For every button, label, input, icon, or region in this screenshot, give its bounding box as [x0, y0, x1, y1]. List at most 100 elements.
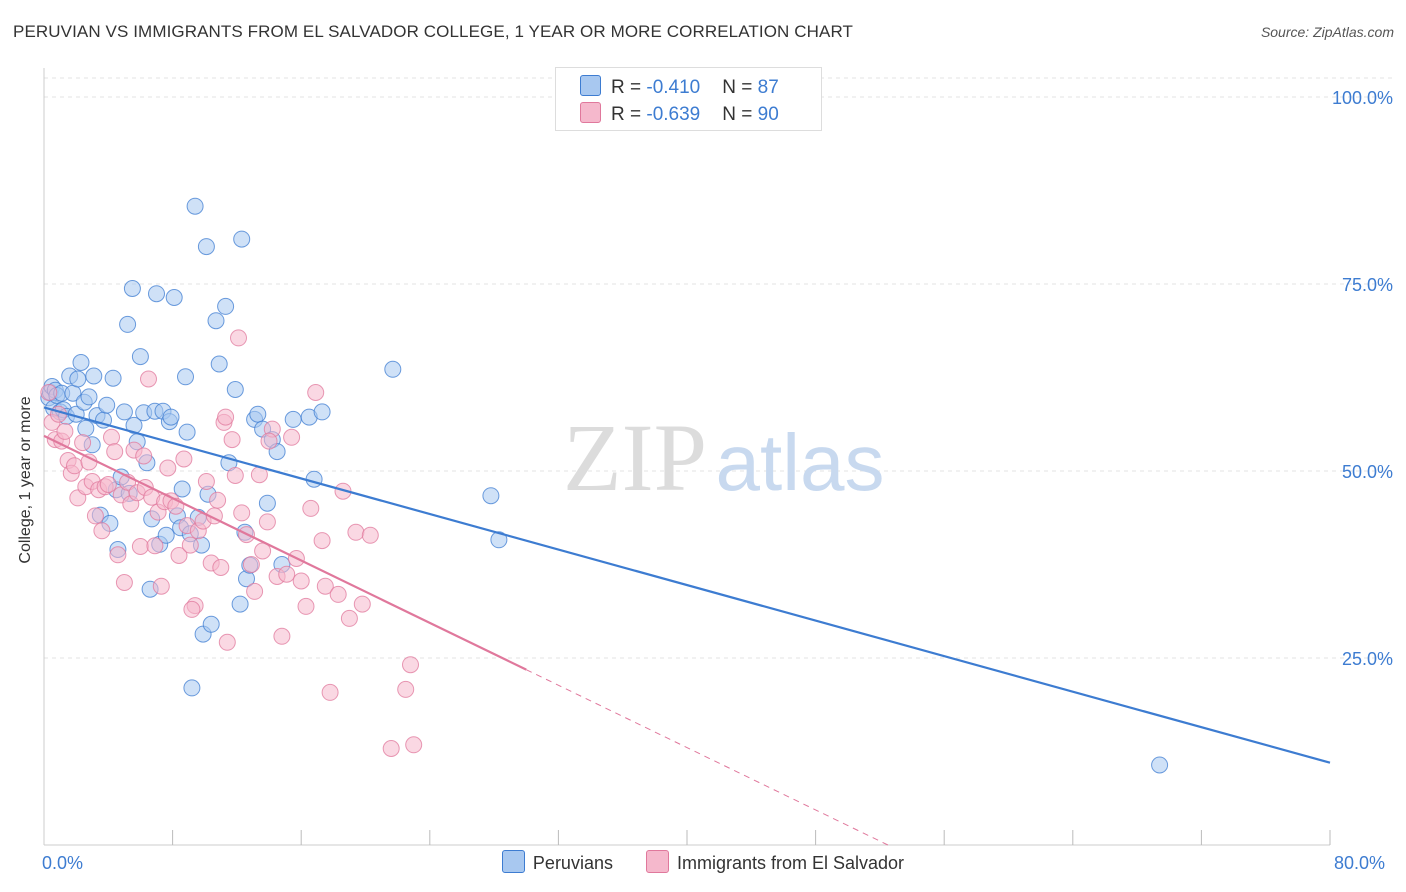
point-el-salvador [175, 450, 193, 468]
point-peruvians [1151, 756, 1169, 774]
y-axis-label-container: College, 1 year or more [6, 180, 46, 780]
point-el-salvador [152, 577, 170, 595]
point-peruvians [210, 355, 228, 373]
point-peruvians [217, 297, 235, 315]
point-peruvians [207, 312, 225, 330]
point-el-salvador [106, 443, 124, 461]
point-el-salvador [181, 536, 199, 554]
point-el-salvador [316, 577, 334, 595]
point-el-salvador [103, 428, 120, 446]
point-el-salvador [131, 538, 149, 555]
stats-row-el-salvador: R = -0.639 N = 90 [580, 102, 779, 126]
point-peruvians [115, 403, 133, 421]
point-peruvians [202, 615, 220, 633]
point-peruvians [165, 289, 183, 306]
chart-title: PERUVIAN VS IMMIGRANTS FROM EL SALVADOR … [13, 22, 853, 41]
point-el-salvador [273, 627, 291, 645]
point-peruvians [258, 494, 276, 512]
point-el-salvador [297, 597, 315, 615]
watermark-zip: ZIP [563, 404, 707, 511]
point-el-salvador [170, 547, 188, 564]
point-peruvians [85, 367, 103, 385]
point-el-salvador [218, 633, 236, 651]
legend-label-el-salvador: Immigrants from El Salvador [676, 853, 905, 873]
point-peruvians [178, 423, 196, 441]
point-peruvians [313, 403, 331, 421]
point-peruvians [384, 360, 402, 378]
legend-swatch-peruvians [501, 850, 525, 873]
point-el-salvador [135, 447, 153, 465]
point-el-salvador [209, 491, 227, 509]
point-peruvians [231, 595, 249, 613]
point-el-salvador [307, 384, 325, 401]
point-el-salvador [329, 585, 347, 603]
x-tick-label-min: 0.0% [42, 853, 84, 873]
data-points [40, 197, 1169, 774]
point-el-salvador [217, 408, 235, 426]
point-peruvians [490, 531, 508, 549]
legend: Peruvians Immigrants from El Salvador [0, 850, 1406, 874]
point-el-salvador [246, 582, 264, 600]
point-peruvians [157, 526, 175, 544]
trend-line-peruvians [43, 406, 1331, 764]
y-tick-label: 25.0% [1342, 649, 1393, 669]
n-label: N = [722, 77, 758, 98]
x-tick-label-max: 80.0% [1334, 853, 1386, 873]
n-value: 87 [757, 77, 779, 98]
point-peruvians [186, 197, 204, 215]
y-tick-labels: 25.0% 50.0% 75.0% 100.0% [1332, 88, 1393, 669]
point-el-salvador [340, 609, 358, 627]
point-el-salvador [40, 384, 58, 401]
point-el-salvador [302, 499, 320, 517]
y-tick-label: 50.0% [1342, 462, 1393, 482]
trend-lines [43, 406, 1331, 846]
stats-row-peruvians: R = -0.410 N = 87 [580, 75, 779, 99]
point-el-salvador [197, 473, 215, 490]
legend-item-el-salvador[interactable]: Immigrants from El Salvador [645, 850, 905, 874]
point-el-salvador [50, 405, 67, 423]
point-peruvians [72, 354, 90, 371]
y-tick-label: 100.0% [1332, 88, 1393, 108]
point-el-salvador [74, 434, 92, 452]
legend-item-peruvians[interactable]: Peruvians [501, 850, 613, 874]
axes [43, 68, 1331, 846]
legend-swatch-el-salvador [645, 850, 669, 873]
point-el-salvador [146, 537, 164, 555]
point-peruvians [482, 487, 500, 505]
n-value: 90 [757, 104, 779, 125]
point-el-salvador [223, 431, 241, 449]
point-peruvians [284, 410, 302, 428]
r-label: R = [611, 104, 647, 125]
point-el-salvador [233, 504, 251, 522]
point-peruvians [183, 679, 201, 697]
point-el-salvador [99, 476, 117, 493]
point-peruvians [119, 315, 137, 333]
r-label: R = [611, 77, 647, 98]
point-el-salvador [321, 683, 339, 701]
point-peruvians [249, 405, 267, 423]
point-el-salvador [278, 565, 296, 583]
watermark: ZIP atlas [563, 404, 884, 511]
point-peruvians [77, 419, 95, 437]
stats-swatch-el-salvador [580, 102, 601, 123]
point-el-salvador [361, 526, 379, 544]
point-el-salvador [80, 453, 98, 471]
legend-label-peruvians: Peruvians [532, 853, 613, 873]
stats-box: R = -0.410 N = 87 R = -0.639 N = 90 [555, 67, 822, 131]
n-label: N = [722, 104, 758, 125]
point-el-salvador [183, 600, 201, 618]
point-peruvians [123, 280, 141, 297]
point-peruvians [98, 396, 116, 414]
point-el-salvador [258, 513, 276, 531]
point-peruvians [305, 470, 323, 488]
point-el-salvador [109, 546, 127, 564]
point-el-salvador [353, 595, 371, 613]
point-el-salvador [66, 457, 83, 475]
r-value: -0.410 [646, 77, 701, 98]
stats-swatch-peruvians [580, 75, 601, 96]
point-el-salvador [212, 559, 230, 576]
point-el-salvador [115, 574, 133, 591]
point-el-salvador [292, 572, 310, 590]
watermark-atlas: atlas [716, 418, 885, 507]
